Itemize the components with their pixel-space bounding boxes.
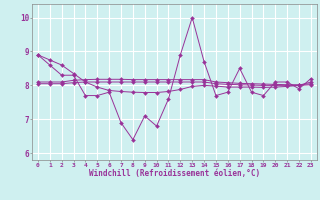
X-axis label: Windchill (Refroidissement éolien,°C): Windchill (Refroidissement éolien,°C) bbox=[89, 169, 260, 178]
